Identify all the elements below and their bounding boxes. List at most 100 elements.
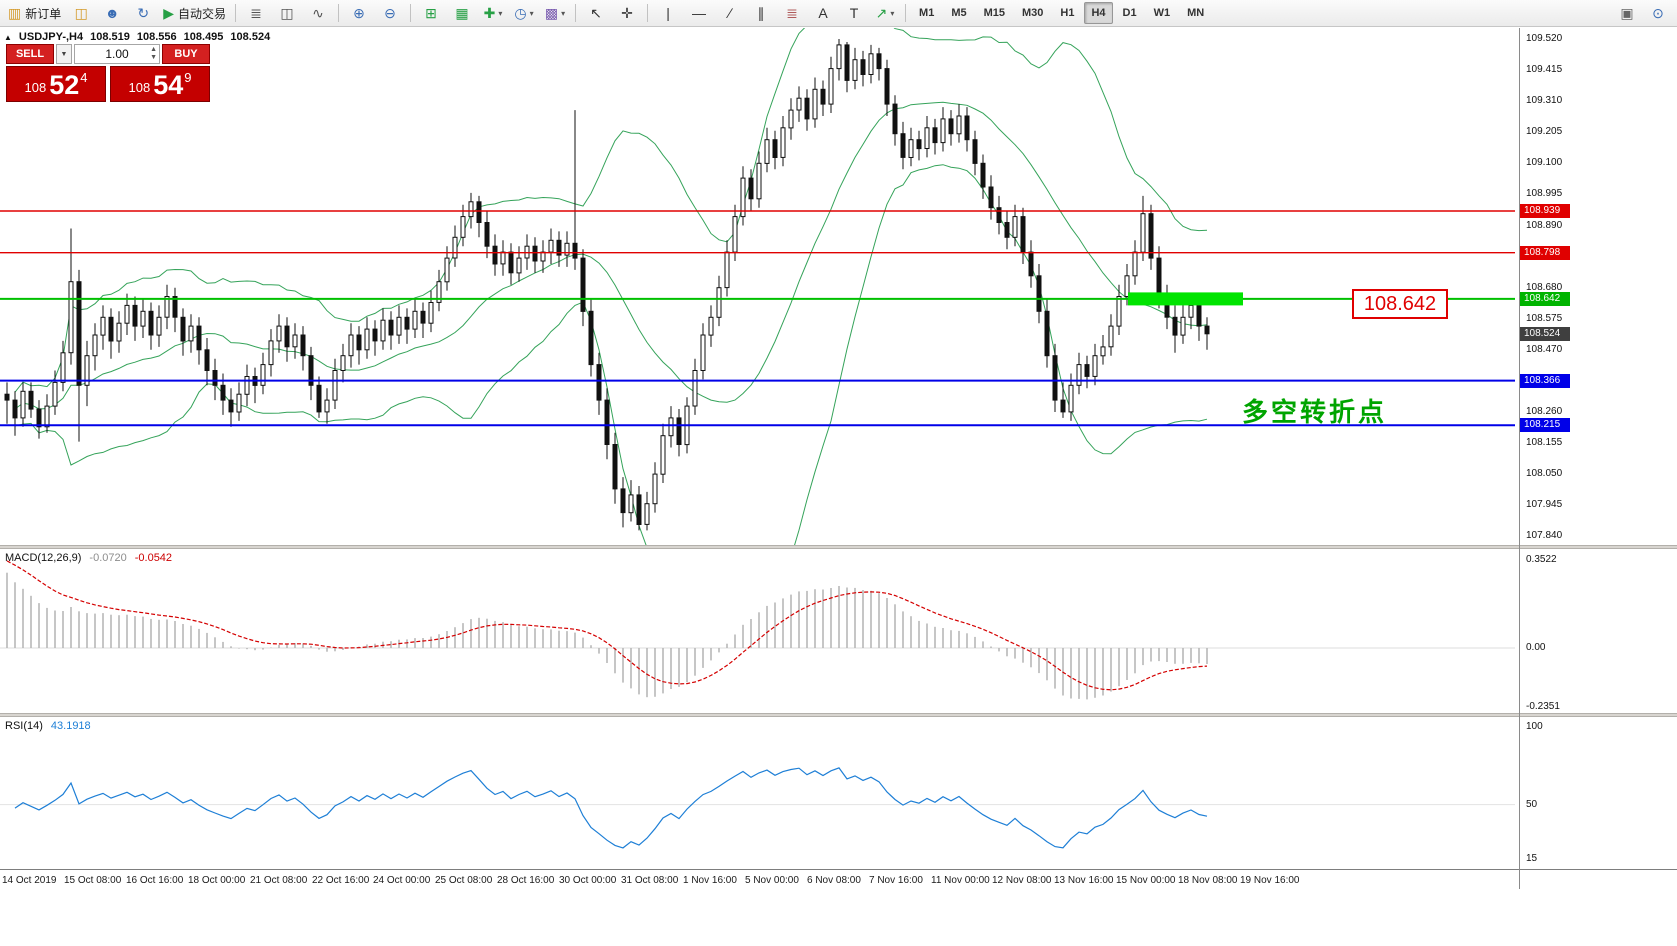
timeframe-w1[interactable]: W1 [1153, 7, 1171, 19]
search-icon[interactable]: ⊙ [1643, 1, 1673, 25]
time-axis-label: 30 Oct 00:00 [559, 875, 617, 886]
timeframe-m5[interactable]: M5 [951, 7, 967, 19]
timeframe-m30[interactable]: M30 [1022, 7, 1044, 19]
fibonacci-tool[interactable]: ≣ [777, 1, 807, 25]
cursor-tool[interactable]: ↖ [581, 1, 611, 25]
time-axis: 14 Oct 2019 15 Oct 08:00 16 Oct 16:00 18 Oc… [0, 869, 1677, 892]
vertical-line-tool-glyph: | [666, 5, 670, 21]
time-axis-label: 31 Oct 08:00 [621, 875, 679, 886]
time-axis-label: 7 Nov 16:00 [869, 875, 923, 886]
label-tool-glyph: T [849, 5, 859, 21]
auto-trading-glyph: ▶ [163, 5, 175, 21]
price-axis-label: 108.260 [1526, 406, 1563, 417]
bar-chart-icon[interactable]: ≣ [241, 1, 271, 25]
volume-stepper[interactable]: ▲ ▼ [150, 46, 157, 61]
time-axis-label: 1 Nov 16:00 [683, 875, 737, 886]
timeframe-mn[interactable]: MN [1187, 7, 1205, 19]
dropdown-caret-icon[interactable]: ▾ [529, 8, 534, 18]
timeframe-m1[interactable]: M1 [919, 7, 935, 19]
rsi-axis-label: 15 [1526, 853, 1538, 864]
arrange-windows-icon-glyph: ▦ [455, 5, 469, 21]
refresh-icon[interactable]: ↻ [128, 1, 158, 25]
time-axis-label: 24 Oct 00:00 [373, 875, 431, 886]
bar-chart-icon-glyph: ≣ [250, 5, 262, 21]
auto-trading-button[interactable]: ▶ 自动交易 [159, 1, 230, 25]
indicators-button[interactable]: ✚ ▾ [478, 1, 508, 25]
buy-price-button[interactable]: 108 54 9 [110, 66, 210, 102]
price-axis[interactable]: 109.520 109.415 109.310 109.205 109.100 108.9… [1519, 28, 1677, 889]
ohlc-low: 108.495 [183, 31, 224, 43]
price-axis-label: 109.205 [1526, 126, 1563, 137]
rsi-pane[interactable] [0, 717, 1519, 869]
horizontal-line-tool[interactable]: — [684, 1, 714, 25]
time-axis-label: 18 Nov 08:00 [1178, 875, 1238, 886]
timeframe-h4[interactable]: H4 [1084, 2, 1113, 24]
time-axis-label: 25 Oct 08:00 [435, 875, 493, 886]
sell-price-button[interactable]: 108 52 4 [6, 66, 106, 102]
support-upper-price-tag: 108.366 [1520, 374, 1570, 388]
time-axis-label: 13 Nov 16:00 [1054, 875, 1114, 886]
chart-window: 14 Oct 2019 15 Oct 08:00 16 Oct 16:00 18 Oc… [0, 27, 1677, 946]
timeframe-m15[interactable]: M15 [983, 7, 1006, 19]
trade-options-dropdown[interactable]: ▼ [56, 44, 72, 64]
pane-splitter-macd[interactable] [0, 545, 1677, 549]
templates-button[interactable]: ▩ ▾ [540, 1, 570, 25]
chart-open-icon[interactable]: ◫ [66, 1, 96, 25]
annotation-text[interactable]: 多空转折点 [1242, 397, 1388, 427]
text-tool-glyph: A [818, 5, 828, 21]
timeframe-d1[interactable]: D1 [1122, 7, 1137, 19]
dropdown-caret-icon[interactable]: ▾ [498, 8, 503, 18]
periods-button[interactable]: ◷ ▾ [509, 1, 539, 25]
main-price-chart[interactable] [0, 28, 1519, 545]
cursor-tool-glyph: ↖ [590, 5, 602, 21]
line-chart-icon[interactable]: ∿ [303, 1, 333, 25]
sell-button[interactable]: SELL [6, 44, 54, 64]
crosshair-tool[interactable]: ✛ [612, 1, 642, 25]
profile-icon[interactable]: ☻ [97, 1, 127, 25]
new-order-button[interactable]: ▥ 新订单 [4, 1, 65, 25]
highlight-zone[interactable] [1128, 292, 1243, 306]
label-tool[interactable]: T [839, 1, 869, 25]
new-order-button-label: 新订单 [25, 6, 62, 21]
candlestick-chart-icon[interactable]: ◫ [272, 1, 302, 25]
pivot-price-tag: 108.642 [1520, 292, 1570, 306]
periods-glyph: ◷ [514, 5, 527, 21]
time-axis-label: 16 Oct 16:00 [126, 875, 184, 886]
toolbar-separator [235, 4, 237, 22]
text-tool[interactable]: A [808, 1, 838, 25]
channel-tool[interactable]: ∥ [746, 1, 776, 25]
timeframe-h1[interactable]: H1 [1060, 7, 1075, 19]
pane-splitter-rsi[interactable] [0, 713, 1677, 717]
resistance-upper-price-tag: 108.939 [1520, 204, 1570, 218]
tile-windows-icon[interactable]: ⊞ [416, 1, 446, 25]
vertical-line-tool[interactable]: | [653, 1, 683, 25]
window-list-icon[interactable]: ▣ [1612, 1, 1642, 25]
price-axis-label: 109.520 [1526, 33, 1563, 44]
profile-icon-glyph: ☻ [104, 5, 120, 21]
price-axis-label: 109.100 [1526, 157, 1563, 168]
zoom-in-icon[interactable]: ⊕ [344, 1, 374, 25]
buy-button[interactable]: BUY [162, 44, 210, 64]
time-axis-label: 19 Nov 16:00 [1240, 875, 1300, 886]
macd-main-value: -0.0720 [89, 552, 127, 564]
time-axis-label: 14 Oct 2019 [2, 875, 57, 886]
zoom-out-icon[interactable]: ⊖ [375, 1, 405, 25]
macd-signal-line [6, 560, 1208, 691]
dropdown-caret-icon[interactable]: ▾ [561, 8, 566, 18]
chart-open-icon-glyph: ◫ [74, 5, 88, 21]
arrange-windows-icon[interactable]: ▦ [447, 1, 477, 25]
toolbar-separator [905, 4, 907, 22]
macd-pane[interactable] [0, 549, 1519, 713]
trendline-tool[interactable]: ∕ [715, 1, 745, 25]
price-callout-label[interactable]: 108.642 [1352, 289, 1448, 319]
templates-glyph: ▩ [544, 5, 559, 21]
arrows-tool[interactable]: ↗ ▾ [870, 1, 900, 25]
tile-windows-icon-glyph: ⊞ [425, 5, 437, 21]
time-axis-label: 15 Nov 00:00 [1116, 875, 1176, 886]
macd-axis-label: 0.00 [1526, 642, 1546, 653]
dropdown-caret-icon[interactable]: ▾ [890, 8, 895, 18]
volume-input[interactable]: 1.00 ▲ ▼ [74, 44, 160, 64]
macd-axis-label: 0.3522 [1526, 554, 1557, 565]
macd-histogram [6, 572, 1208, 700]
time-axis-label: 11 Nov 00:00 [931, 875, 990, 886]
